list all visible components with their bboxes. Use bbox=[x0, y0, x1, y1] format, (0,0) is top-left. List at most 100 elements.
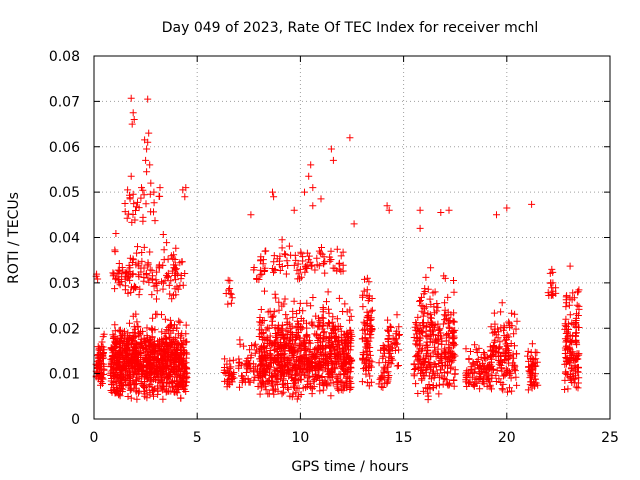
data-point bbox=[223, 360, 231, 368]
data-point bbox=[306, 346, 314, 354]
data-point bbox=[493, 211, 500, 219]
data-point bbox=[142, 372, 150, 380]
data-point bbox=[142, 337, 150, 345]
data-point bbox=[433, 300, 441, 307]
data-point bbox=[224, 367, 232, 375]
data-point bbox=[163, 362, 171, 370]
data-point bbox=[533, 358, 541, 366]
data-point bbox=[271, 339, 279, 347]
data-point bbox=[335, 294, 343, 302]
data-point bbox=[327, 247, 335, 255]
data-point bbox=[337, 363, 345, 371]
x-axis-label: GPS time / hours bbox=[291, 459, 408, 475]
data-point bbox=[276, 331, 284, 339]
data-point bbox=[124, 393, 132, 400]
data-point bbox=[264, 390, 272, 398]
data-point bbox=[147, 179, 155, 187]
data-point bbox=[249, 360, 257, 368]
data-point bbox=[123, 358, 131, 366]
data-point bbox=[151, 326, 159, 334]
data-point bbox=[261, 287, 268, 295]
data-point bbox=[283, 355, 291, 363]
data-point bbox=[113, 357, 121, 365]
data-point bbox=[238, 378, 246, 386]
data-point bbox=[470, 382, 478, 390]
data-point bbox=[170, 377, 178, 385]
data-point bbox=[337, 327, 345, 335]
data-point bbox=[143, 394, 151, 402]
data-point bbox=[317, 362, 324, 370]
data-point bbox=[291, 384, 298, 392]
data-point bbox=[135, 331, 143, 339]
data-point bbox=[500, 326, 507, 334]
x-tick-labels: 0 5 10 15 20 25 bbox=[90, 430, 619, 446]
data-point bbox=[299, 307, 307, 315]
data-point bbox=[251, 340, 259, 348]
data-point bbox=[384, 375, 392, 383]
data-point bbox=[566, 331, 574, 339]
data-point bbox=[427, 335, 435, 343]
data-point bbox=[304, 374, 312, 382]
data-point bbox=[450, 382, 458, 390]
data-point bbox=[285, 242, 293, 250]
data-point bbox=[337, 252, 345, 260]
data-point bbox=[285, 357, 293, 364]
data-point bbox=[270, 193, 278, 201]
data-point bbox=[392, 335, 400, 343]
data-point bbox=[124, 371, 131, 379]
data-point bbox=[290, 380, 298, 388]
data-point bbox=[359, 303, 367, 311]
data-point bbox=[146, 161, 154, 169]
data-point bbox=[119, 354, 127, 361]
data-point bbox=[502, 347, 510, 355]
data-point bbox=[506, 353, 514, 361]
data-point bbox=[315, 322, 323, 330]
data-point bbox=[364, 312, 372, 319]
data-point bbox=[365, 337, 373, 345]
data-point bbox=[305, 339, 313, 347]
data-point bbox=[290, 206, 298, 214]
data-point bbox=[316, 387, 324, 395]
data-point bbox=[293, 333, 301, 341]
data-point bbox=[161, 348, 169, 356]
data-point bbox=[180, 350, 187, 358]
data-point bbox=[489, 351, 497, 358]
data-point bbox=[222, 290, 230, 297]
data-point bbox=[278, 236, 286, 244]
data-point bbox=[176, 318, 184, 326]
data-point bbox=[294, 320, 302, 328]
data-point bbox=[347, 328, 355, 336]
data-point bbox=[327, 256, 335, 263]
data-point bbox=[288, 330, 296, 338]
data-point bbox=[303, 319, 310, 327]
data-point bbox=[565, 344, 573, 352]
data-point bbox=[136, 285, 144, 293]
data-point bbox=[293, 310, 301, 318]
data-point bbox=[182, 354, 190, 362]
data-point bbox=[324, 365, 332, 373]
data-point bbox=[144, 368, 152, 376]
data-point bbox=[169, 326, 177, 334]
data-point bbox=[165, 371, 173, 379]
data-point bbox=[300, 340, 308, 348]
data-point bbox=[339, 248, 347, 256]
data-point bbox=[247, 211, 255, 219]
data-point bbox=[135, 291, 143, 299]
data-point bbox=[296, 275, 303, 283]
data-point bbox=[445, 381, 453, 389]
data-point bbox=[441, 362, 449, 369]
data-point bbox=[141, 390, 149, 398]
data-point bbox=[286, 368, 294, 376]
data-point bbox=[111, 321, 119, 329]
data-point bbox=[226, 285, 234, 292]
data-point bbox=[320, 329, 328, 337]
data-point bbox=[279, 375, 287, 383]
data-point bbox=[163, 338, 171, 346]
data-point bbox=[513, 317, 521, 325]
data-point bbox=[97, 378, 105, 386]
data-point bbox=[150, 188, 158, 196]
data-point bbox=[256, 372, 264, 379]
data-point bbox=[153, 310, 161, 318]
data-point bbox=[318, 314, 326, 322]
data-point bbox=[383, 379, 391, 387]
